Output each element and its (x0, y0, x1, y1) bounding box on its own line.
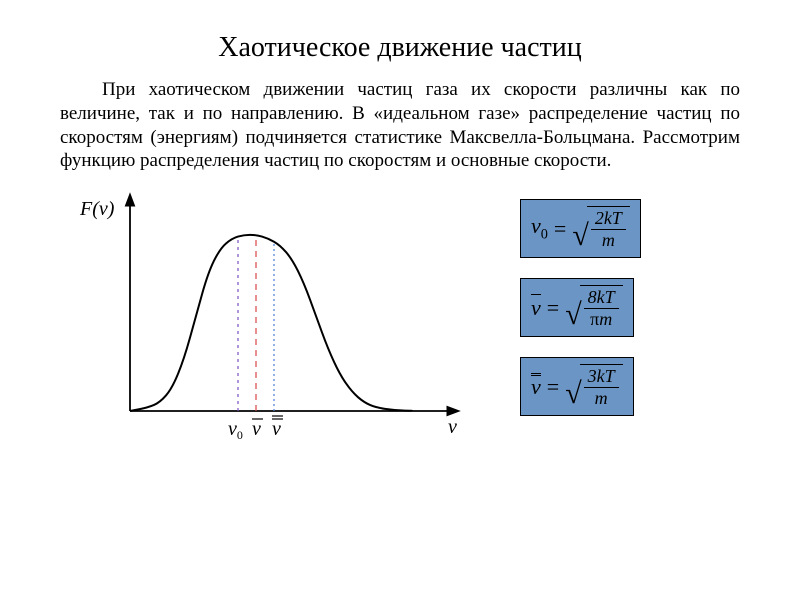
distribution-chart-svg: F(v)vv0vv (60, 181, 480, 461)
xlabel-vbar2: v (272, 418, 281, 440)
page-title: Хаотическое движение частиц (60, 32, 740, 64)
content-row: F(v)vv0vv v0=√2kTmv=√8kTπmv=√3kTm (60, 181, 740, 466)
x-axis-label: v (448, 416, 457, 438)
xlabel-v0: v0 (228, 418, 243, 442)
y-axis-label: F(v) (79, 198, 115, 220)
distribution-curve (130, 235, 412, 411)
formula-box-0: v0=√2kTm (520, 199, 641, 258)
slide: Хаотическое движение частиц При хаотичес… (0, 0, 800, 486)
formula-box-2: v=√3kTm (520, 357, 634, 416)
formula-box-1: v=√8kTπm (520, 278, 634, 337)
body-paragraph: При хаотическом движении частиц газа их … (60, 78, 740, 173)
formulas-column: v0=√2kTm v=√8kTπm v=√3kTm (480, 181, 740, 466)
distribution-chart: F(v)vv0vv (60, 181, 480, 466)
xlabel-vbar: v (252, 418, 261, 440)
